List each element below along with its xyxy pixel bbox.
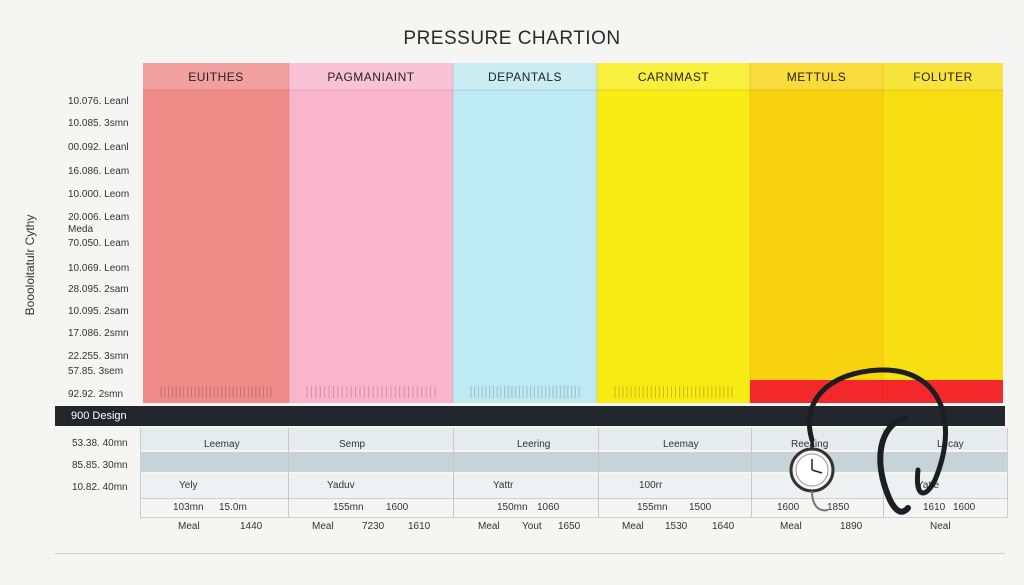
column-divider: [288, 428, 289, 518]
row-label: 53.38. 40mn: [72, 438, 128, 449]
y-tick-label: 70.050. Leam: [68, 238, 129, 249]
category-label: METTULS: [787, 70, 847, 84]
category-label: DEPANTALS: [488, 70, 562, 84]
row-label: 85.85. 30mn: [72, 460, 128, 471]
category-label: FOLUTER: [913, 70, 973, 84]
bottom-rule: [55, 553, 1005, 554]
y-tick-label: 92.92. 2smn: [68, 389, 123, 400]
table-cell: 1600: [953, 502, 976, 513]
table-cell: 1500: [689, 502, 712, 513]
table-cell: 1850: [827, 502, 850, 513]
y-tick-label: 57.85. 3sem: [68, 366, 123, 377]
column-header-bg: [143, 63, 289, 90]
y-tick-label: 10.069. Leom: [68, 263, 129, 274]
table-cell: Semp: [339, 439, 366, 450]
table-cell: Yout: [522, 521, 542, 532]
column-header-bg: [750, 63, 883, 90]
column-header-bg: [883, 63, 1003, 90]
table-cell: Reeaing: [791, 439, 829, 450]
row-divider: [141, 498, 1007, 499]
band-label: 900 Design: [71, 410, 127, 422]
table-cell: 1440: [240, 521, 263, 532]
table-cell: 100rr: [639, 480, 663, 491]
table-cell: Lecay: [937, 439, 964, 450]
table-cell: 1640: [712, 521, 735, 532]
table-cell: 1650: [558, 521, 581, 532]
chart-column: [453, 63, 597, 403]
highlight-bar: [883, 380, 1003, 403]
chart-column: [289, 63, 453, 403]
row-divider: [141, 517, 1007, 518]
table-cell: 1600: [386, 502, 409, 513]
table-cell: 1600: [777, 502, 800, 513]
table-row: [141, 474, 1007, 498]
table-cell: Meal: [780, 521, 802, 532]
table-cell: 1530: [665, 521, 688, 532]
table-cell: 15.0m: [219, 502, 247, 513]
y-tick-label: 20.006. Leam: [68, 212, 129, 223]
category-label: CARNMAST: [638, 70, 710, 84]
table-cell: Leemay: [663, 439, 699, 450]
y-tick-label: Meda: [68, 224, 93, 235]
table-cell: Yaduv: [327, 480, 355, 491]
table-cell: 7230: [362, 521, 385, 532]
chart-column: [750, 63, 883, 403]
table-cell: 155mn: [333, 502, 364, 513]
column-header-bg: [289, 63, 453, 90]
table-cell: Yattr: [493, 480, 514, 491]
table-cell: Meal: [178, 521, 200, 532]
table-cell: 1610: [408, 521, 431, 532]
column-divider: [598, 428, 599, 518]
y-tick-label: 28.095. 2sam: [68, 284, 129, 295]
column-header-bg: [453, 63, 597, 90]
table-cell: Yatle: [917, 480, 940, 491]
column-divider: [453, 428, 454, 518]
table-cell: 155mn: [637, 502, 668, 513]
y-tick-label: 10.000. Leom: [68, 189, 129, 200]
highlight-bar: [750, 380, 883, 403]
y-tick-label: 10.095. 2sam: [68, 306, 129, 317]
table-cell: Meal: [622, 521, 644, 532]
y-tick-label: 17.086. 2smn: [68, 328, 129, 339]
chart-column: [143, 63, 289, 403]
chart-column: [883, 63, 1003, 403]
table-cell: 1610: [923, 502, 946, 513]
table-cell: 1890: [840, 521, 863, 532]
table-cell: Yely: [179, 480, 198, 491]
table-cell: 103mn: [173, 502, 204, 513]
category-label: PAGMANIAINT: [327, 70, 414, 84]
table-cell: 150mn: [497, 502, 528, 513]
table-cell: Leemay: [204, 439, 240, 450]
chart-column: [597, 63, 750, 403]
row-label: 10.82. 40mn: [72, 482, 128, 493]
y-tick-label: 22.255. 3smn: [68, 351, 129, 362]
table-row: [141, 428, 1007, 450]
section-band: 900 Design: [55, 406, 1005, 426]
table-cell: Neal: [930, 521, 951, 532]
table-cell: Meal: [312, 521, 334, 532]
y-tick-label: 10.085. 3smn: [68, 118, 129, 129]
chart-title: PRESSURE CHARTION: [403, 28, 621, 49]
y-tick-label: 00.092. Leanl: [68, 142, 129, 153]
table-cell: 1060: [537, 502, 560, 513]
y-tick-label: 10.076. Leanl: [68, 96, 129, 107]
table-cell: Meal: [478, 521, 500, 532]
category-label: EUITHES: [188, 70, 244, 84]
y-tick-label: 16.086. Leam: [68, 166, 129, 177]
column-divider: [751, 428, 752, 518]
table-cell: Leering: [517, 439, 551, 450]
column-header-bg: [597, 63, 750, 90]
